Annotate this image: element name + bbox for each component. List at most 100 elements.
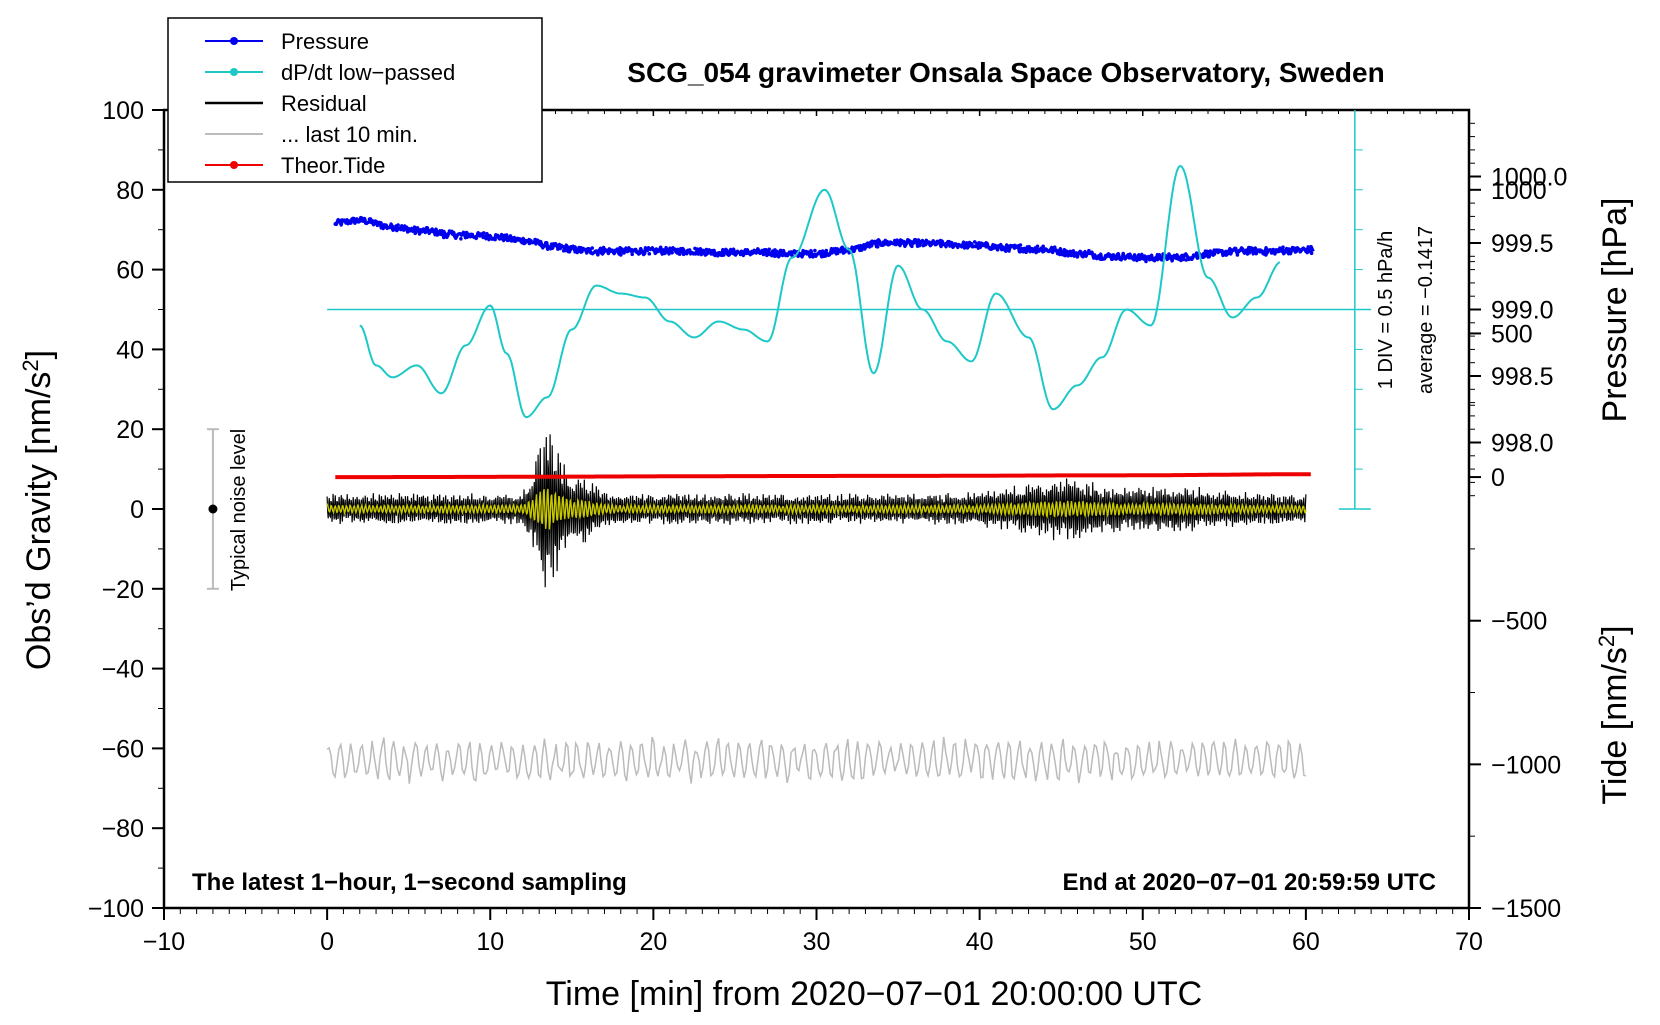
pressure-point xyxy=(413,231,418,236)
tide-tick-label: −1500 xyxy=(1491,895,1561,923)
x-tick-label: 70 xyxy=(1455,928,1483,956)
pressure-point xyxy=(915,242,920,246)
legend-marker xyxy=(230,68,238,76)
pressure-point xyxy=(390,224,395,229)
pressure-point xyxy=(1047,249,1051,254)
pressure-point xyxy=(858,247,863,252)
pressure-point xyxy=(1286,247,1291,251)
pressure-tick-label: 998.0 xyxy=(1491,430,1554,458)
y-axis-title-tide: Tide [nm/s2] xyxy=(1594,625,1634,804)
pressure-point xyxy=(955,244,960,248)
pressure-point xyxy=(1252,246,1257,251)
pressure-tick-label: 1000.0 xyxy=(1491,164,1567,192)
pressure-tick-label: 999.5 xyxy=(1491,230,1554,258)
pressure-point xyxy=(613,250,617,254)
pressure-point xyxy=(1144,259,1148,264)
y-axis-pressure: 998.0 998.5 999.0 999.5 1000.0 xyxy=(1469,122,1567,497)
pressure-point xyxy=(1041,244,1045,249)
legend: Pressure dP/dt low−passed Residual ... last… xyxy=(205,29,455,178)
y-axis-tide: −1500 −1000 −500 0 500 1000 xyxy=(1469,177,1561,923)
pressure-point xyxy=(961,243,966,247)
pressure-point xyxy=(561,248,566,253)
pressure-point xyxy=(978,241,983,246)
pressure-point xyxy=(875,245,880,249)
pressure-point xyxy=(1184,258,1188,262)
pressure-point xyxy=(1172,253,1177,258)
legend-label: dP/dt low−passed xyxy=(281,60,455,85)
pressure-point xyxy=(870,239,874,244)
pressure-point xyxy=(499,235,503,239)
pressure-point xyxy=(1127,255,1131,259)
pressure-point xyxy=(927,242,931,246)
pressure-point xyxy=(738,252,743,257)
pressure-point xyxy=(756,247,760,251)
pressure-point xyxy=(1058,247,1063,251)
pressure-point xyxy=(1212,252,1217,256)
dpdt-average-label: average = −0.1417 xyxy=(1415,226,1437,394)
pressure-point xyxy=(1229,248,1234,252)
pressure-point xyxy=(1007,249,1011,253)
pressure-point xyxy=(990,245,994,249)
pressure-point xyxy=(362,218,366,223)
pressure-point xyxy=(1178,255,1183,259)
y-tick-label: −20 xyxy=(102,576,144,604)
pressure-point xyxy=(950,243,954,248)
annotation-end-time: End at 2020−07−01 20:59:59 UTC xyxy=(1062,869,1436,896)
pressure-point xyxy=(459,237,463,241)
pressure-point xyxy=(1149,255,1154,260)
last-10-min-series xyxy=(326,736,1307,784)
y-axis-title-tide-sup: 2 xyxy=(1594,635,1619,647)
pressure-point xyxy=(733,252,737,257)
pressure-point xyxy=(487,235,492,239)
pressure-point xyxy=(824,248,829,253)
legend-marker xyxy=(230,37,238,45)
pressure-point xyxy=(1070,252,1074,257)
theor-tide-series xyxy=(335,472,1311,480)
dpdt-scale-label: 1 DIV = 0.5 hPa/h xyxy=(1375,231,1397,389)
pressure-point xyxy=(881,240,886,244)
noise-level-label: Typical noise level xyxy=(228,429,250,591)
x-axis-title: Time [min] from 2020−07−01 20:00:00 UTC xyxy=(546,975,1202,1013)
pressure-point xyxy=(442,235,446,240)
residual-lowpass-series xyxy=(326,488,1307,530)
pressure-point xyxy=(384,225,389,229)
pressure-point xyxy=(1132,253,1137,257)
pressure-point xyxy=(544,243,549,247)
y-axis-title-tide-end: ] xyxy=(1596,625,1634,634)
pressure-point xyxy=(630,252,634,257)
pressure-point xyxy=(864,242,869,247)
pressure-point xyxy=(647,252,652,256)
pressure-point xyxy=(687,248,692,253)
pressure-point xyxy=(1024,250,1028,254)
pressure-point xyxy=(430,229,435,234)
pressure-point xyxy=(1081,253,1085,258)
pressure-point xyxy=(596,252,600,257)
pressure-point xyxy=(887,241,891,246)
y-tick-label: −60 xyxy=(102,735,144,763)
pressure-tick-label: 999.0 xyxy=(1491,297,1554,325)
pressure-point xyxy=(1035,244,1040,249)
pressure-point xyxy=(601,245,606,250)
y-tick-label: 60 xyxy=(116,257,144,285)
pressure-point xyxy=(721,250,726,255)
pressure-point xyxy=(556,247,560,251)
pressure-point xyxy=(607,249,612,254)
pressure-tick-label: 998.5 xyxy=(1491,363,1554,391)
pressure-point xyxy=(984,244,988,249)
pressure-point xyxy=(590,246,594,250)
pressure-point xyxy=(350,218,355,223)
pressure-point xyxy=(744,251,749,256)
pressure-point xyxy=(995,248,1000,252)
legend-box xyxy=(167,17,543,183)
pressure-point xyxy=(1309,251,1314,256)
pressure-point xyxy=(636,250,640,254)
pressure-point xyxy=(767,247,771,252)
tide-tick-label: −1000 xyxy=(1491,751,1561,779)
legend-marker xyxy=(230,161,238,169)
pressure-point xyxy=(904,240,908,245)
pressure-point xyxy=(402,228,406,232)
pressure-point xyxy=(1012,243,1017,248)
legend-label: Residual xyxy=(281,91,367,116)
pressure-point xyxy=(1275,249,1280,254)
x-tick-label: 20 xyxy=(639,928,667,956)
